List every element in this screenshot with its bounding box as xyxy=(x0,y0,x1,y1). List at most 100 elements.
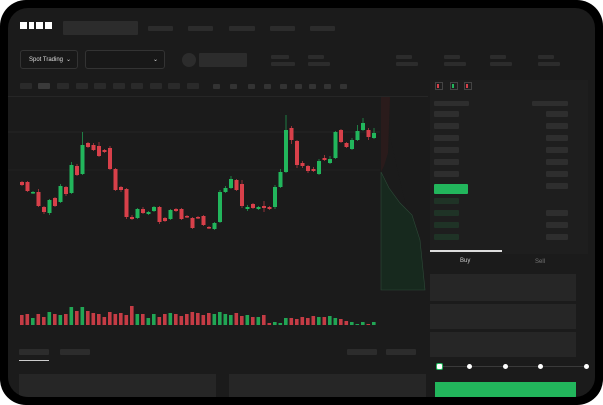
candle-body xyxy=(350,140,354,149)
timeframe-button[interactable] xyxy=(76,83,88,89)
chart-tool-icon[interactable] xyxy=(340,84,347,89)
stat-value xyxy=(444,62,466,66)
ask-amount xyxy=(546,183,568,189)
orderbook-bids-icon[interactable] xyxy=(450,82,458,90)
buy-tab-underline xyxy=(430,250,502,252)
stat-label xyxy=(490,55,506,59)
pair-price xyxy=(199,53,247,67)
timeframe-button[interactable] xyxy=(20,83,32,89)
timeframe-button[interactable] xyxy=(57,83,69,89)
timeframe-button[interactable] xyxy=(38,83,50,89)
nav-item[interactable] xyxy=(148,26,173,31)
candle-body xyxy=(339,130,343,142)
spot-trading-label: Spot Trading xyxy=(29,56,64,63)
chart-tool-icon[interactable] xyxy=(230,84,237,89)
nav-item[interactable] xyxy=(188,26,213,31)
volume-bar xyxy=(113,314,118,325)
chart-tool-icon[interactable] xyxy=(213,84,220,89)
open-orders-tab[interactable] xyxy=(19,349,49,355)
nav-item[interactable] xyxy=(229,26,255,31)
chart-tool-icon[interactable] xyxy=(248,84,255,89)
timeframe-button[interactable] xyxy=(94,83,106,89)
okx-logo[interactable] xyxy=(20,22,52,29)
candle-body xyxy=(361,123,365,130)
stat-value xyxy=(271,62,295,66)
buy-tab[interactable]: Buy xyxy=(460,258,471,264)
nav-item[interactable] xyxy=(270,26,295,31)
candle-body xyxy=(179,209,184,219)
candle-body xyxy=(20,182,24,185)
candle-body xyxy=(152,207,156,211)
candle-body xyxy=(196,217,200,219)
candle-body xyxy=(317,161,321,174)
volume-bar xyxy=(355,324,360,325)
timeframe-button[interactable] xyxy=(113,83,125,89)
candle-body xyxy=(372,133,376,138)
order-history-tab[interactable] xyxy=(60,349,90,355)
price-input[interactable] xyxy=(430,274,576,301)
candle-body xyxy=(135,209,140,218)
volume-bar xyxy=(135,314,140,325)
candle-body xyxy=(295,141,299,165)
candle-body xyxy=(262,206,266,208)
volume-bar xyxy=(372,322,376,325)
ask-price xyxy=(434,171,459,177)
slider-mark-75[interactable] xyxy=(538,364,543,369)
volume-bar xyxy=(80,307,85,325)
chart-tool-icon[interactable] xyxy=(264,84,271,89)
chart-tool-icon[interactable] xyxy=(309,84,316,89)
orders-card xyxy=(19,374,216,397)
slider-handle[interactable] xyxy=(436,363,443,370)
volume-bar xyxy=(102,317,107,325)
candlestick-chart[interactable] xyxy=(8,8,595,397)
slider-mark-25[interactable] xyxy=(467,364,472,369)
bid-price xyxy=(434,210,459,216)
slider-mark-50[interactable] xyxy=(503,364,508,369)
nav-item[interactable] xyxy=(310,26,335,31)
candle-body xyxy=(245,207,250,209)
pair-dropdown[interactable]: ⌄ xyxy=(85,50,165,69)
volume-bar xyxy=(245,315,250,325)
sell-tab[interactable]: Sell xyxy=(535,259,546,265)
ask-price xyxy=(434,135,459,141)
filter-button[interactable] xyxy=(347,349,377,355)
volume-bar xyxy=(306,318,310,325)
slider-mark-100[interactable] xyxy=(584,364,589,369)
orders-card xyxy=(229,374,426,397)
timeframe-button[interactable] xyxy=(187,83,199,89)
app-screen: Spot Trading ⌄ ⌄ Buy Sell xyxy=(8,8,595,397)
orderbook-both-icon[interactable] xyxy=(435,82,443,90)
search-bar[interactable] xyxy=(63,21,138,35)
spot-trading-dropdown[interactable]: Spot Trading ⌄ xyxy=(20,50,78,69)
filter-button[interactable] xyxy=(386,349,416,355)
amount-slider[interactable] xyxy=(436,363,589,370)
candle-body xyxy=(355,131,360,140)
candle-body xyxy=(207,227,211,229)
volume-bar xyxy=(152,314,156,325)
candle-body xyxy=(218,192,222,222)
chart-tool-icon[interactable] xyxy=(280,84,287,89)
volume-bar xyxy=(97,314,101,325)
ask-amount xyxy=(546,135,568,141)
candle-body xyxy=(251,204,255,208)
candle-body xyxy=(212,223,217,229)
volume-bar xyxy=(53,314,57,325)
volume-bar xyxy=(130,306,134,325)
volume-bar xyxy=(273,322,277,325)
orderbook-asks-icon[interactable] xyxy=(464,82,472,90)
timeframe-button[interactable] xyxy=(168,83,180,89)
chart-tool-icon[interactable] xyxy=(295,84,302,89)
ask-amount xyxy=(546,111,568,117)
buy-button[interactable] xyxy=(435,382,576,397)
candle-body xyxy=(69,165,74,193)
total-input[interactable] xyxy=(430,332,576,357)
volume-bar xyxy=(64,314,68,325)
chart-tool-icon[interactable] xyxy=(324,84,331,89)
amount-input[interactable] xyxy=(430,304,576,329)
timeframe-button[interactable] xyxy=(150,83,162,89)
timeframe-button[interactable] xyxy=(131,83,143,89)
volume-bar xyxy=(174,314,178,325)
volume-bar xyxy=(344,321,349,325)
volume-bar xyxy=(168,313,173,325)
volume-bar xyxy=(284,318,288,325)
